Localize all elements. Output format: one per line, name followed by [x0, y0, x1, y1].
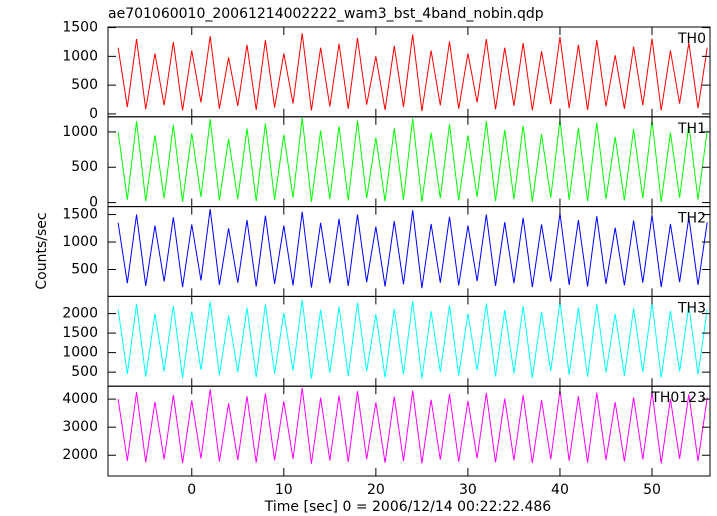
- x-tick-label: 10: [275, 482, 293, 498]
- series-label: TH0: [677, 31, 706, 47]
- data-line: [117, 209, 708, 289]
- series-label: TH0123: [650, 390, 706, 406]
- y-tick-label: 4000: [62, 391, 98, 407]
- y-tick-label: 1000: [62, 345, 98, 361]
- y-tick-label: 3000: [62, 419, 98, 435]
- x-tick-label: 30: [459, 482, 477, 498]
- panel-frame: [107, 26, 711, 118]
- panel-frame: [107, 385, 711, 477]
- series-label: TH1: [677, 121, 706, 137]
- chart-title: ae701060010_20061214002222_wam3_bst_4ban…: [108, 6, 544, 22]
- y-tick-label: 1500: [62, 325, 98, 341]
- data-line: [117, 299, 708, 379]
- y-tick-label: 500: [71, 159, 98, 175]
- y-tick-label: 2000: [62, 447, 98, 463]
- y-tick-label: 500: [71, 77, 98, 93]
- y-tick-label: 0: [89, 106, 98, 122]
- panel-frame: [107, 116, 711, 208]
- x-tick-label: 0: [187, 482, 196, 498]
- data-line: [117, 387, 708, 464]
- data-line: [117, 33, 708, 112]
- y-tick-label: 500: [71, 364, 98, 380]
- y-tick-label: 1000: [62, 48, 98, 64]
- y-tick-label: 1500: [62, 20, 98, 36]
- data-line: [117, 117, 708, 202]
- y-tick-label: 1000: [62, 124, 98, 140]
- series-label: TH3: [677, 300, 706, 316]
- y-tick-label: 0: [89, 195, 98, 211]
- x-tick-label: 40: [551, 482, 569, 498]
- y-axis-label: Counts/sec: [34, 212, 50, 289]
- x-tick-label: 50: [643, 482, 661, 498]
- y-tick-label: 2000: [62, 306, 98, 322]
- series-label: TH2: [677, 211, 706, 227]
- x-axis-label: Time [sec] 0 = 2006/12/14 00:22:22.486: [264, 499, 552, 515]
- y-tick-label: 1500: [62, 207, 98, 223]
- y-tick-label: 500: [71, 261, 98, 277]
- x-tick-label: 20: [367, 482, 385, 498]
- panel-frame: [107, 206, 711, 297]
- y-tick-label: 1000: [62, 234, 98, 250]
